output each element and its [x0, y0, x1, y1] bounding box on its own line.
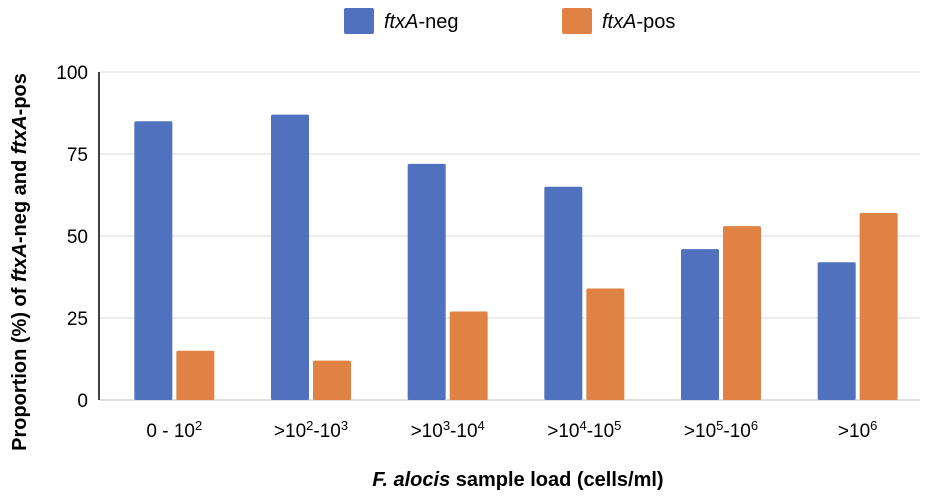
legend-label: ftxA-pos	[602, 11, 675, 33]
bar-pos-0	[176, 350, 215, 400]
x-tick-label: >106	[838, 418, 877, 442]
y-tick-label: 0	[77, 391, 88, 412]
legend-swatch	[562, 8, 592, 34]
bar-neg-2	[407, 163, 446, 400]
y-tick-label: 75	[67, 145, 88, 166]
bar-neg-1	[271, 114, 309, 400]
bar-pos-5	[859, 213, 898, 400]
legend-swatch	[344, 8, 374, 34]
y-tick-label: 25	[67, 309, 88, 330]
x-tick-label: >103-104	[411, 418, 485, 442]
x-tick-label: >104-105	[547, 418, 621, 442]
x-tick-label: >102-103	[274, 418, 348, 442]
y-tick-label: 50	[67, 227, 88, 248]
y-axis-title: Proportion (%) of ftxA-neg and ftxA-pos	[9, 73, 31, 451]
gridlines	[100, 71, 920, 401]
bar-pos-3	[586, 288, 625, 400]
x-tick-label: >105-106	[684, 418, 758, 442]
x-tick-labels: 0 - 102 >102-103 >103-104 >104-105 >105-106 >…	[146, 418, 877, 442]
bar-neg-5	[817, 262, 856, 400]
y-tick-label: 100	[56, 63, 88, 84]
legend: ftxA-neg ftxA-pos	[344, 8, 675, 34]
bar-pos-4	[723, 226, 761, 400]
x-tick-label: 0 - 102	[146, 418, 202, 442]
bar-neg-0	[134, 121, 173, 400]
legend-label: ftxA-neg	[384, 11, 458, 33]
bar-pos-1	[313, 360, 351, 400]
bars	[134, 114, 898, 400]
y-tick-labels: 0 25 50 75 100	[56, 63, 88, 412]
bar-pos-2	[449, 311, 488, 400]
bar-neg-3	[544, 186, 583, 400]
x-axis-title: F. alocis sample load (cells/ml)	[372, 469, 663, 491]
bar-neg-4	[681, 249, 719, 400]
